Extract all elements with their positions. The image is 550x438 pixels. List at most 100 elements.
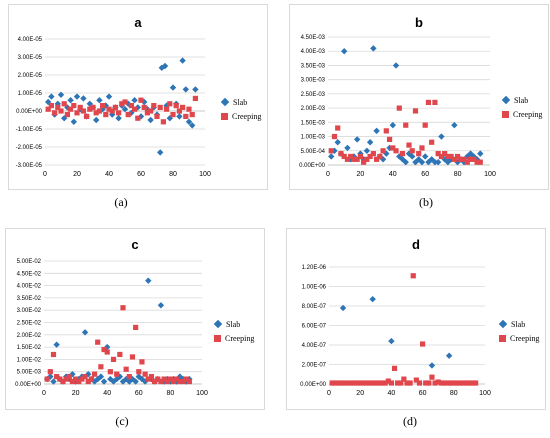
figure-caption-d: (d): [403, 414, 417, 428]
creeping-point: [335, 380, 341, 386]
slab-point: [105, 93, 113, 100]
creeping-point: [416, 151, 422, 157]
legend-label: Slab: [511, 319, 526, 329]
creeping-point: [98, 364, 104, 370]
slab-point: [157, 149, 164, 156]
slab-point: [102, 102, 109, 109]
y-tick-label: 4.50E-03: [301, 35, 326, 41]
creeping-point: [473, 380, 479, 386]
creeping-point: [109, 108, 115, 114]
slab-point: [115, 115, 122, 122]
slab-point: [431, 158, 439, 166]
slab-point: [81, 329, 89, 336]
creeping-point: [52, 110, 58, 116]
creeping-point: [176, 108, 182, 114]
scatter-plot-a: -3.00E-05 -2.00E-05 -1.00E-05 0.00E+00 1.00E…: [16, 37, 211, 178]
slab-point: [445, 352, 453, 359]
slab-point: [185, 118, 193, 125]
x-tick-label: 20: [356, 390, 364, 397]
creeping-point: [361, 159, 367, 165]
creeping-point: [386, 136, 393, 142]
creeping-point: [332, 380, 338, 386]
creeping-point: [377, 153, 383, 160]
creeping-point: [426, 380, 432, 386]
creeping-point: [133, 324, 139, 331]
creeping-point: [432, 380, 438, 386]
creeping-point: [410, 273, 416, 279]
legend-label: Creeping: [225, 333, 255, 343]
slab-point: [334, 139, 341, 146]
creeping-point: [170, 378, 177, 385]
creeping-point: [164, 378, 170, 385]
y-tick-label: 3.00E-03: [301, 78, 326, 84]
creeping-point: [463, 380, 469, 386]
creeping-point: [376, 380, 382, 386]
x-tick-label: 60: [135, 390, 143, 397]
y-tick-label: 0.00E+00: [300, 382, 327, 388]
creeping-point: [373, 380, 379, 386]
creeping-point: [69, 378, 76, 385]
x-tick-label: 100: [196, 390, 208, 397]
creeping-point: [438, 380, 444, 386]
creeping-point: [135, 115, 141, 121]
creeping-point: [95, 339, 101, 345]
creeping-point: [161, 376, 167, 382]
legend: Slab Creeping: [213, 317, 255, 345]
creeping-point: [145, 376, 151, 382]
creeping-point: [101, 346, 107, 353]
slab-point: [388, 337, 395, 345]
creeping-point: [76, 378, 82, 385]
legend: Slab Creeping: [501, 93, 542, 121]
creeping-point: [379, 380, 385, 386]
scatter-plot-b: 0.00E+00 5.00E-04 1.00E-03 1.50E-03 2.00E-03…: [299, 35, 496, 178]
creeping-point: [395, 380, 401, 386]
creeping-point: [173, 103, 179, 109]
y-tick-label: 3.50E-03: [301, 63, 326, 69]
x-tick-label: 80: [169, 171, 177, 178]
y-tick-label: 0.00E+00: [299, 163, 326, 169]
x-tick-label: 100: [199, 171, 211, 178]
creeping-point: [142, 371, 148, 377]
slab-point: [438, 133, 445, 140]
y-tick-label: 5.00E-02: [17, 259, 42, 265]
creeping-point: [403, 122, 409, 128]
y-tick-label: 4.00E-05: [18, 37, 43, 43]
creeping-point: [401, 376, 407, 382]
legend-label: Creeping: [232, 111, 262, 121]
creeping-point: [370, 380, 376, 386]
creeping-point: [152, 378, 158, 385]
slab-point: [451, 121, 458, 129]
creeping-point: [66, 374, 72, 380]
chart-title: a: [134, 15, 142, 30]
legend-item-slab: Slab: [220, 95, 261, 109]
legend-item-creeping: Creeping: [221, 109, 261, 123]
creeping-point: [45, 106, 51, 112]
creeping-point: [129, 354, 136, 360]
creeping-point: [54, 374, 60, 380]
creeping-point: [192, 95, 198, 101]
creeping-point: [55, 104, 61, 110]
creeping-point: [47, 369, 53, 375]
legend-item-creeping: Creeping: [499, 331, 539, 345]
creeping-point: [474, 159, 480, 165]
slab-point: [137, 113, 145, 120]
slab-point: [328, 153, 335, 160]
slab-point: [116, 373, 124, 380]
slab-point: [176, 113, 183, 120]
x-tick-label: 100: [479, 390, 491, 397]
creeping-point: [157, 104, 163, 110]
creeping-point: [455, 153, 461, 160]
square-marker-icon: [221, 112, 228, 120]
y-tick-label: 3.00E-05: [18, 55, 43, 61]
creeping-point: [460, 380, 466, 386]
creeping-point: [406, 142, 412, 148]
creeping-point: [366, 380, 373, 386]
creeping-point: [448, 380, 454, 386]
creeping-point: [404, 380, 410, 386]
creeping-point: [79, 376, 85, 382]
slab-point: [182, 86, 189, 93]
slab-point: [54, 100, 61, 107]
slab-point: [467, 150, 474, 157]
creeping-point: [100, 103, 106, 109]
y-tick-label: 1.50E-02: [17, 345, 42, 351]
